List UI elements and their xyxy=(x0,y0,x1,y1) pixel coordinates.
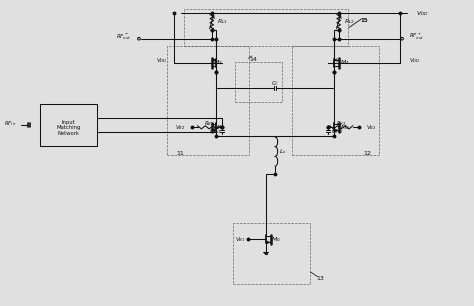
Text: $V_{DD}$: $V_{DD}$ xyxy=(416,9,429,17)
Text: $M_0$: $M_0$ xyxy=(271,235,281,244)
Text: 13: 13 xyxy=(316,276,324,282)
Text: $M_3$: $M_3$ xyxy=(213,58,223,67)
Bar xyxy=(40,104,97,146)
Text: $M_1$: $M_1$ xyxy=(213,123,223,132)
Bar xyxy=(233,223,310,284)
Text: Input: Input xyxy=(62,120,75,125)
Text: $RF_{out}^-$: $RF_{out}^-$ xyxy=(117,32,132,42)
Text: 15: 15 xyxy=(361,17,368,23)
Text: $V_{B2}$: $V_{B2}$ xyxy=(175,123,186,132)
Text: Matching: Matching xyxy=(56,125,81,130)
Text: $R_{B2}$: $R_{B2}$ xyxy=(336,119,346,128)
Text: $R_{B1}$: $R_{B1}$ xyxy=(204,119,214,128)
Text: $C_{ex1}$: $C_{ex1}$ xyxy=(209,127,221,136)
Text: 14: 14 xyxy=(249,57,257,62)
Text: $V_{B2}$: $V_{B2}$ xyxy=(366,123,376,132)
Bar xyxy=(167,46,249,155)
Text: $L_s$: $L_s$ xyxy=(280,147,287,156)
Text: $C_{ex2}$: $C_{ex2}$ xyxy=(331,127,343,136)
Text: Network: Network xyxy=(57,131,80,136)
Bar xyxy=(235,62,282,102)
Text: $C_C$: $C_C$ xyxy=(271,80,280,88)
Text: $RF_{in}$: $RF_{in}$ xyxy=(4,119,17,128)
Text: $V_{DD}$: $V_{DD}$ xyxy=(409,56,421,65)
Bar xyxy=(292,46,379,155)
Text: $M_2$: $M_2$ xyxy=(340,123,350,132)
Bar xyxy=(183,9,348,46)
Text: 11: 11 xyxy=(176,151,184,155)
Text: $R_{L1}$: $R_{L1}$ xyxy=(217,17,228,26)
Text: $RF_{out}^+$: $RF_{out}^+$ xyxy=(409,32,425,42)
Text: $V_{B1}$: $V_{B1}$ xyxy=(235,235,245,244)
Text: $R_{L2}$: $R_{L2}$ xyxy=(344,17,355,26)
Text: $M_4$: $M_4$ xyxy=(340,58,350,67)
Text: 15: 15 xyxy=(361,17,368,23)
Text: 12: 12 xyxy=(364,151,372,155)
Text: $V_{DD}$: $V_{DD}$ xyxy=(155,56,167,65)
